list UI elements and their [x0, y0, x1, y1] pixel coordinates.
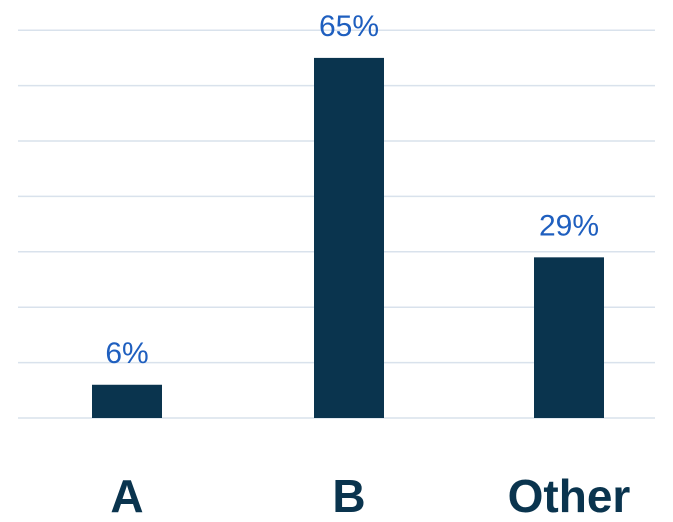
bar-a: [92, 384, 162, 418]
bar-b: [314, 57, 384, 419]
bar-other: [534, 257, 604, 418]
category-label-b: B: [332, 470, 365, 522]
value-label-b: 65%: [319, 10, 379, 43]
category-label-a: A: [110, 470, 143, 522]
category-labels: A B Other: [110, 470, 630, 522]
value-label-other: 29%: [539, 209, 599, 242]
category-label-other: Other: [508, 470, 631, 522]
bars: [92, 57, 604, 419]
value-labels: 6% 65% 29%: [105, 10, 599, 370]
value-label-a: 6%: [105, 337, 148, 370]
